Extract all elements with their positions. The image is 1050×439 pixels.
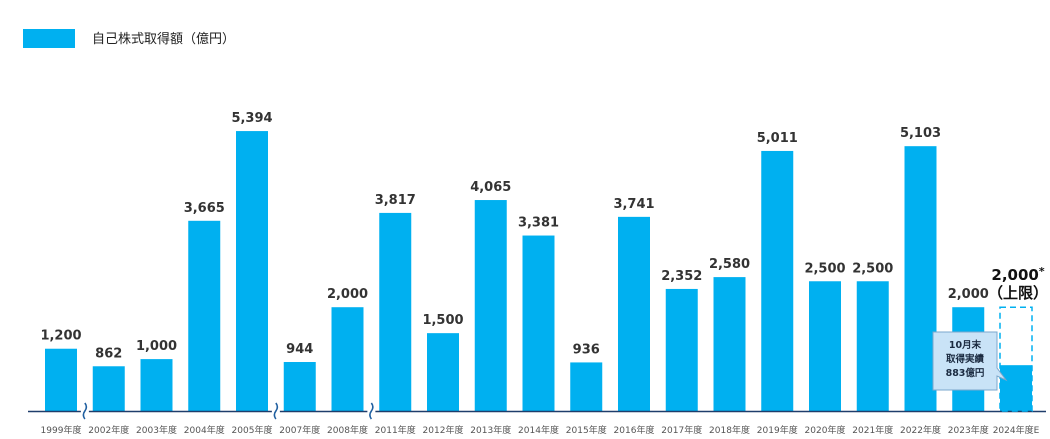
bar-2007年度 [283,362,316,411]
value-label-2019年度: 5,011 [757,131,798,146]
bar-2015年度 [570,362,603,411]
x-tick-2022年度: 2022年度 [900,424,941,436]
x-tick-2012年度: 2012年度 [423,424,464,436]
bars-layer [45,131,1032,412]
target-value-label: 2,000* [991,265,1044,284]
value-label-2013年度: 4,065 [470,180,511,195]
bar-2018年度 [713,277,746,411]
x-tick-2017年度: 2017年度 [661,424,702,436]
value-label-2022年度: 5,103 [900,126,941,141]
callout-line3: 883億円 [946,367,985,379]
value-label-2018年度: 2,580 [709,257,750,272]
target-limit-label: （上限） [988,284,1048,302]
bar-2020年度 [809,281,841,411]
x-tick-2011年度: 2011年度 [375,424,416,436]
x-tick-2008年度: 2008年度 [327,424,368,436]
value-label-2015年度: 936 [573,342,600,357]
axis-breaks-layer [80,402,376,420]
x-tick-2007年度: 2007年度 [279,424,320,436]
value-label-2020年度: 2,500 [804,261,845,276]
bar-2003年度 [140,359,173,411]
value-label-2021年度: 2,500 [852,261,893,276]
callout-box [932,331,1008,391]
x-tick-2024年度E: 2024年度E [993,424,1040,436]
value-label-2012年度: 1,500 [422,313,463,328]
bar-2005年度 [236,131,268,411]
axis-break-icon [80,402,89,420]
bar-2021年度 [856,281,889,411]
value-label-2008年度: 2,000 [327,287,368,302]
bar-2024年度E [1000,365,1032,411]
legend-swatch [23,29,75,48]
bar-2012年度 [427,333,459,411]
x-tick-2015年度: 2015年度 [566,424,607,436]
axis-break-icon [271,402,280,420]
bar-2004年度 [188,220,221,411]
callout-line2: 取得実績 [946,353,985,365]
value-label-2002年度: 862 [95,346,122,361]
x-tick-2020年度: 2020年度 [805,424,846,436]
x-tick-2002年度: 2002年度 [88,424,129,436]
x-tick-2021年度: 2021年度 [852,424,893,436]
callout-line1: 10月末 [949,339,982,351]
bar-2011年度 [379,212,412,411]
axis-break-icon [367,402,376,420]
target-annotation: 2,000*（上限） [988,265,1048,412]
value-label-2004年度: 3,665 [184,201,225,216]
value-label-2005年度: 5,394 [231,111,272,126]
value-label-2014年度: 3,381 [518,216,559,231]
x-tick-2023年度: 2023年度 [948,424,989,436]
target-dashed-bar [999,306,1033,412]
bar-2022年度 [904,146,937,412]
legend-label: 自己株式取得額（億円） [92,31,235,47]
x-tick-2016年度: 2016年度 [614,424,655,436]
value-label-2007年度: 944 [286,342,313,357]
x-tick-2004年度: 2004年度 [184,424,225,436]
bar-2013年度 [474,200,507,411]
bar-2002年度 [92,366,125,411]
bar-1999年度 [45,348,77,411]
x-tick-2014年度: 2014年度 [518,424,559,436]
value-label-1999年度: 1,200 [40,329,81,344]
x-tick-2005年度: 2005年度 [232,424,273,436]
value-label-2003年度: 1,000 [136,339,177,354]
tick-labels-layer: 1999年度 2002年度 2003年度 2004年度 2005年度 2007年度 2008… [41,424,1040,436]
x-tick-2018年度: 2018年度 [709,424,750,436]
value-label-2017年度: 2,352 [661,269,702,284]
bar-2016年度 [618,216,650,411]
value-label-2023年度: 2,000 [948,287,989,302]
value-label-2016年度: 3,741 [613,197,654,212]
value-label-2011年度: 3,817 [375,193,416,208]
x-tick-2013年度: 2013年度 [470,424,511,436]
bar-2017年度 [665,288,698,411]
x-tick-2019年度: 2019年度 [757,424,798,436]
x-tick-1999年度: 1999年度 [41,424,82,436]
labels-layer: 1,200 862 1,000 3,665 5,394 944 2,000 3,817 1,50… [40,111,988,361]
bar-2019年度 [761,150,794,411]
bar-2014年度 [522,235,555,411]
x-tick-2003年度: 2003年度 [136,424,177,436]
bar-2008年度 [331,307,364,411]
